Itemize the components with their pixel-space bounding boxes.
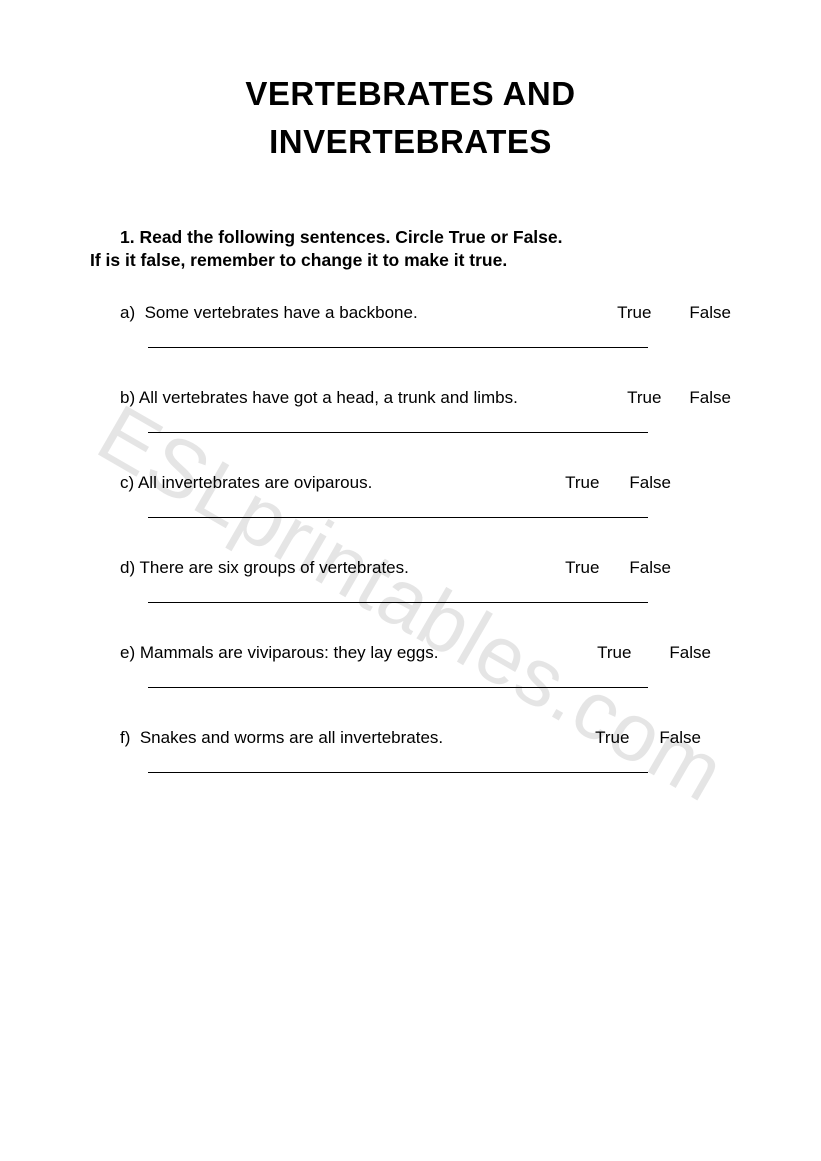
instructions-line-2: If is it false, remember to change it to… (90, 249, 731, 273)
true-false-options: True False (597, 643, 711, 663)
answer-line[interactable] (148, 347, 648, 348)
question-statement: All invertebrates are oviparous. (138, 473, 372, 492)
instructions-line-1: 1. Read the following sentences. Circle … (90, 226, 731, 250)
true-false-options: True False (627, 388, 731, 408)
question-text: b) All vertebrates have got a head, a tr… (120, 388, 518, 408)
option-false[interactable]: False (629, 558, 671, 578)
question-letter: c) (120, 473, 134, 492)
instructions-block: 1. Read the following sentences. Circle … (90, 226, 731, 273)
true-false-options: True False (595, 728, 701, 748)
answer-line[interactable] (148, 772, 648, 773)
question-row: e) Mammals are viviparous: they lay eggs… (120, 643, 731, 663)
option-true[interactable]: True (627, 388, 661, 408)
worksheet-page: ESLprintables.com VERTEBRATES AND INVERT… (0, 0, 821, 1161)
question-text: d) There are six groups of vertebrates. (120, 558, 409, 578)
option-true[interactable]: True (565, 473, 599, 493)
answer-line[interactable] (148, 432, 648, 433)
question-row: b) All vertebrates have got a head, a tr… (120, 388, 731, 408)
title-line-1: VERTEBRATES AND (245, 75, 575, 112)
question-letter: b) (120, 388, 135, 407)
option-false[interactable]: False (659, 728, 701, 748)
option-false[interactable]: False (689, 303, 731, 323)
question-row: f) Snakes and worms are all invertebrate… (120, 728, 731, 748)
option-true[interactable]: True (595, 728, 629, 748)
page-title: VERTEBRATES AND INVERTEBRATES (90, 70, 731, 166)
answer-line[interactable] (148, 602, 648, 603)
question-letter: e) (120, 643, 135, 662)
questions-list: a) Some vertebrates have a backbone. Tru… (90, 303, 731, 773)
option-false[interactable]: False (669, 643, 711, 663)
question-statement: All vertebrates have got a head, a trunk… (139, 388, 518, 407)
question-letter: f) (120, 728, 130, 747)
question-statement: Mammals are viviparous: they lay eggs. (140, 643, 439, 662)
question-row: c) All invertebrates are oviparous. True… (120, 473, 731, 493)
question-text: a) Some vertebrates have a backbone. (120, 303, 418, 323)
option-true[interactable]: True (565, 558, 599, 578)
question-text: e) Mammals are viviparous: they lay eggs… (120, 643, 438, 663)
question-statement: Snakes and worms are all invertebrates. (140, 728, 443, 747)
true-false-options: True False (617, 303, 731, 323)
title-line-2: INVERTEBRATES (269, 123, 552, 160)
question-text: f) Snakes and worms are all invertebrate… (120, 728, 443, 748)
question-row: d) There are six groups of vertebrates. … (120, 558, 731, 578)
question-letter: a) (120, 303, 135, 322)
true-false-options: True False (565, 473, 671, 493)
question-text: c) All invertebrates are oviparous. (120, 473, 372, 493)
question-row: a) Some vertebrates have a backbone. Tru… (120, 303, 731, 323)
option-false[interactable]: False (689, 388, 731, 408)
question-letter: d) (120, 558, 135, 577)
question-statement: There are six groups of vertebrates. (140, 558, 409, 577)
option-true[interactable]: True (597, 643, 631, 663)
answer-line[interactable] (148, 517, 648, 518)
true-false-options: True False (565, 558, 671, 578)
question-statement: Some vertebrates have a backbone. (145, 303, 418, 322)
option-true[interactable]: True (617, 303, 651, 323)
option-false[interactable]: False (629, 473, 671, 493)
answer-line[interactable] (148, 687, 648, 688)
